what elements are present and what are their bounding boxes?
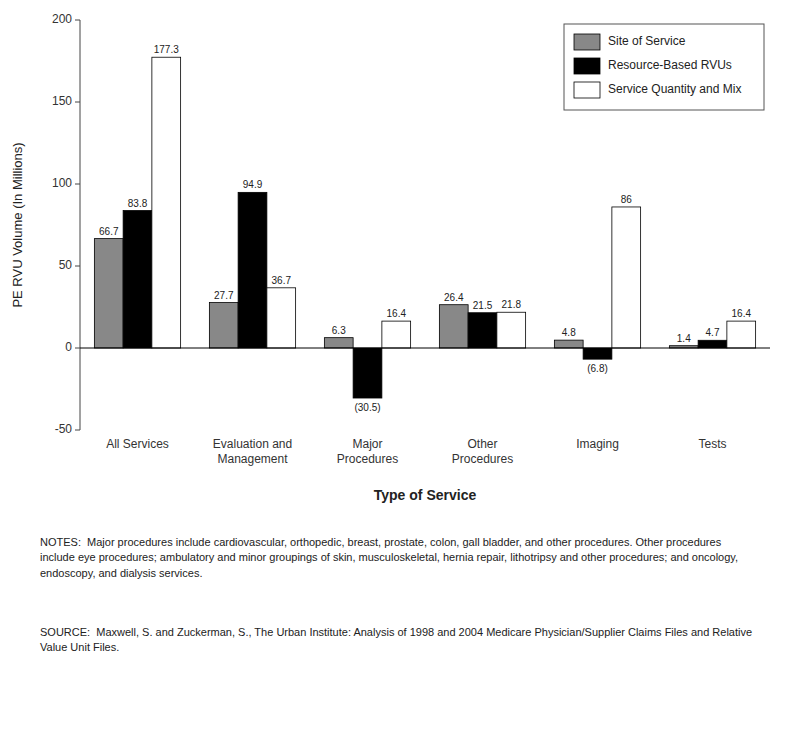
x-tick-label: Imaging bbox=[576, 437, 619, 451]
page: {"chart_data": { "type": "bar", "categor… bbox=[0, 0, 793, 729]
x-tick-label-line: Imaging bbox=[576, 437, 619, 451]
bar bbox=[698, 340, 727, 348]
x-tick-label: All Services bbox=[106, 437, 169, 451]
y-tick bbox=[75, 20, 80, 21]
data-label: 177.3 bbox=[154, 44, 179, 55]
data-label: 94.9 bbox=[243, 179, 263, 190]
y-tick-label: -50 bbox=[55, 422, 73, 436]
data-label: 26.4 bbox=[444, 292, 464, 303]
y-tick bbox=[75, 348, 80, 349]
data-label: (30.5) bbox=[354, 402, 380, 413]
data-label: 21.5 bbox=[473, 300, 493, 311]
x-tick-label-line: Tests bbox=[698, 437, 726, 451]
x-tick-label-line: Other bbox=[467, 437, 497, 451]
data-label: 4.8 bbox=[562, 327, 576, 338]
x-tick-label-line: Procedures bbox=[452, 452, 513, 466]
y-tick-label: 0 bbox=[65, 340, 72, 354]
data-label: 21.8 bbox=[502, 299, 522, 310]
bar bbox=[94, 239, 123, 348]
data-label: 1.4 bbox=[677, 333, 691, 344]
bar bbox=[382, 321, 411, 348]
zero-line bbox=[80, 348, 770, 349]
y-tick bbox=[75, 102, 80, 103]
annotation: SOURCE: Maxwell, S. and Zuckerman, S., T… bbox=[40, 625, 755, 656]
bar bbox=[554, 340, 583, 348]
x-tick-label-line: Evaluation and bbox=[213, 437, 292, 451]
legend-swatch bbox=[574, 82, 600, 98]
legend-frame bbox=[564, 24, 764, 110]
legend: Site of Service Resource-Based RVUs Servic… bbox=[564, 24, 764, 110]
y-axis: -50 0 50 100 150 200 bbox=[52, 12, 80, 436]
data-label: 4.7 bbox=[706, 327, 720, 338]
y-axis-label: PE RVU Volume (In Millions) bbox=[10, 142, 25, 307]
bar bbox=[123, 211, 152, 348]
y-tick-label: 200 bbox=[52, 12, 72, 26]
bar bbox=[612, 207, 641, 348]
x-tick-label: OtherProcedures bbox=[452, 437, 513, 466]
x-tick-label-line: Major bbox=[352, 437, 382, 451]
y-tick-label: 50 bbox=[59, 258, 73, 272]
data-label: 6.3 bbox=[332, 325, 346, 336]
x-tick-label: Evaluation andManagement bbox=[213, 437, 292, 466]
y-tick bbox=[75, 266, 80, 267]
legend-swatch bbox=[574, 58, 600, 74]
y-axis-line bbox=[80, 20, 81, 430]
bar bbox=[353, 348, 382, 398]
bar bbox=[439, 305, 468, 348]
y-tick-label: 150 bbox=[52, 94, 72, 108]
y-tick bbox=[75, 430, 80, 431]
bar bbox=[497, 312, 526, 348]
annotation: NOTES: Major procedures include cardiova… bbox=[40, 535, 755, 581]
bar bbox=[583, 348, 612, 359]
data-label: 83.8 bbox=[128, 198, 148, 209]
bar bbox=[238, 192, 267, 348]
data-label: 16.4 bbox=[732, 308, 752, 319]
data-label: 86 bbox=[621, 194, 633, 205]
data-label: 16.4 bbox=[387, 308, 407, 319]
y-tick bbox=[75, 184, 80, 185]
x-tick-label-line: Procedures bbox=[337, 452, 398, 466]
data-label: 36.7 bbox=[272, 275, 292, 286]
x-axis: All Services Evaluation andManagement Majo… bbox=[106, 437, 726, 466]
x-tick-label: MajorProcedures bbox=[337, 437, 398, 466]
bar bbox=[324, 338, 353, 348]
legend-label: Site of Service bbox=[608, 34, 686, 48]
data-label: (6.8) bbox=[587, 363, 608, 374]
data-label: 66.7 bbox=[99, 226, 119, 237]
bar bbox=[727, 321, 756, 348]
legend-swatch bbox=[574, 34, 600, 50]
legend-label: Resource-Based RVUs bbox=[608, 58, 732, 72]
x-tick-label-line: Management bbox=[217, 452, 288, 466]
data-label: 27.7 bbox=[214, 290, 234, 301]
x-tick-label-line: All Services bbox=[106, 437, 169, 451]
y-tick-label: 100 bbox=[52, 176, 72, 190]
x-axis-label: Type of Service bbox=[374, 487, 477, 503]
x-tick-label: Tests bbox=[698, 437, 726, 451]
bar bbox=[468, 313, 497, 348]
chart: -50 0 50 100 150 200 PE RVU Volume (In Million… bbox=[0, 0, 793, 520]
bar bbox=[152, 57, 181, 348]
legend-label: Service Quantity and Mix bbox=[608, 82, 741, 96]
bar bbox=[267, 288, 296, 348]
bar bbox=[209, 303, 238, 348]
